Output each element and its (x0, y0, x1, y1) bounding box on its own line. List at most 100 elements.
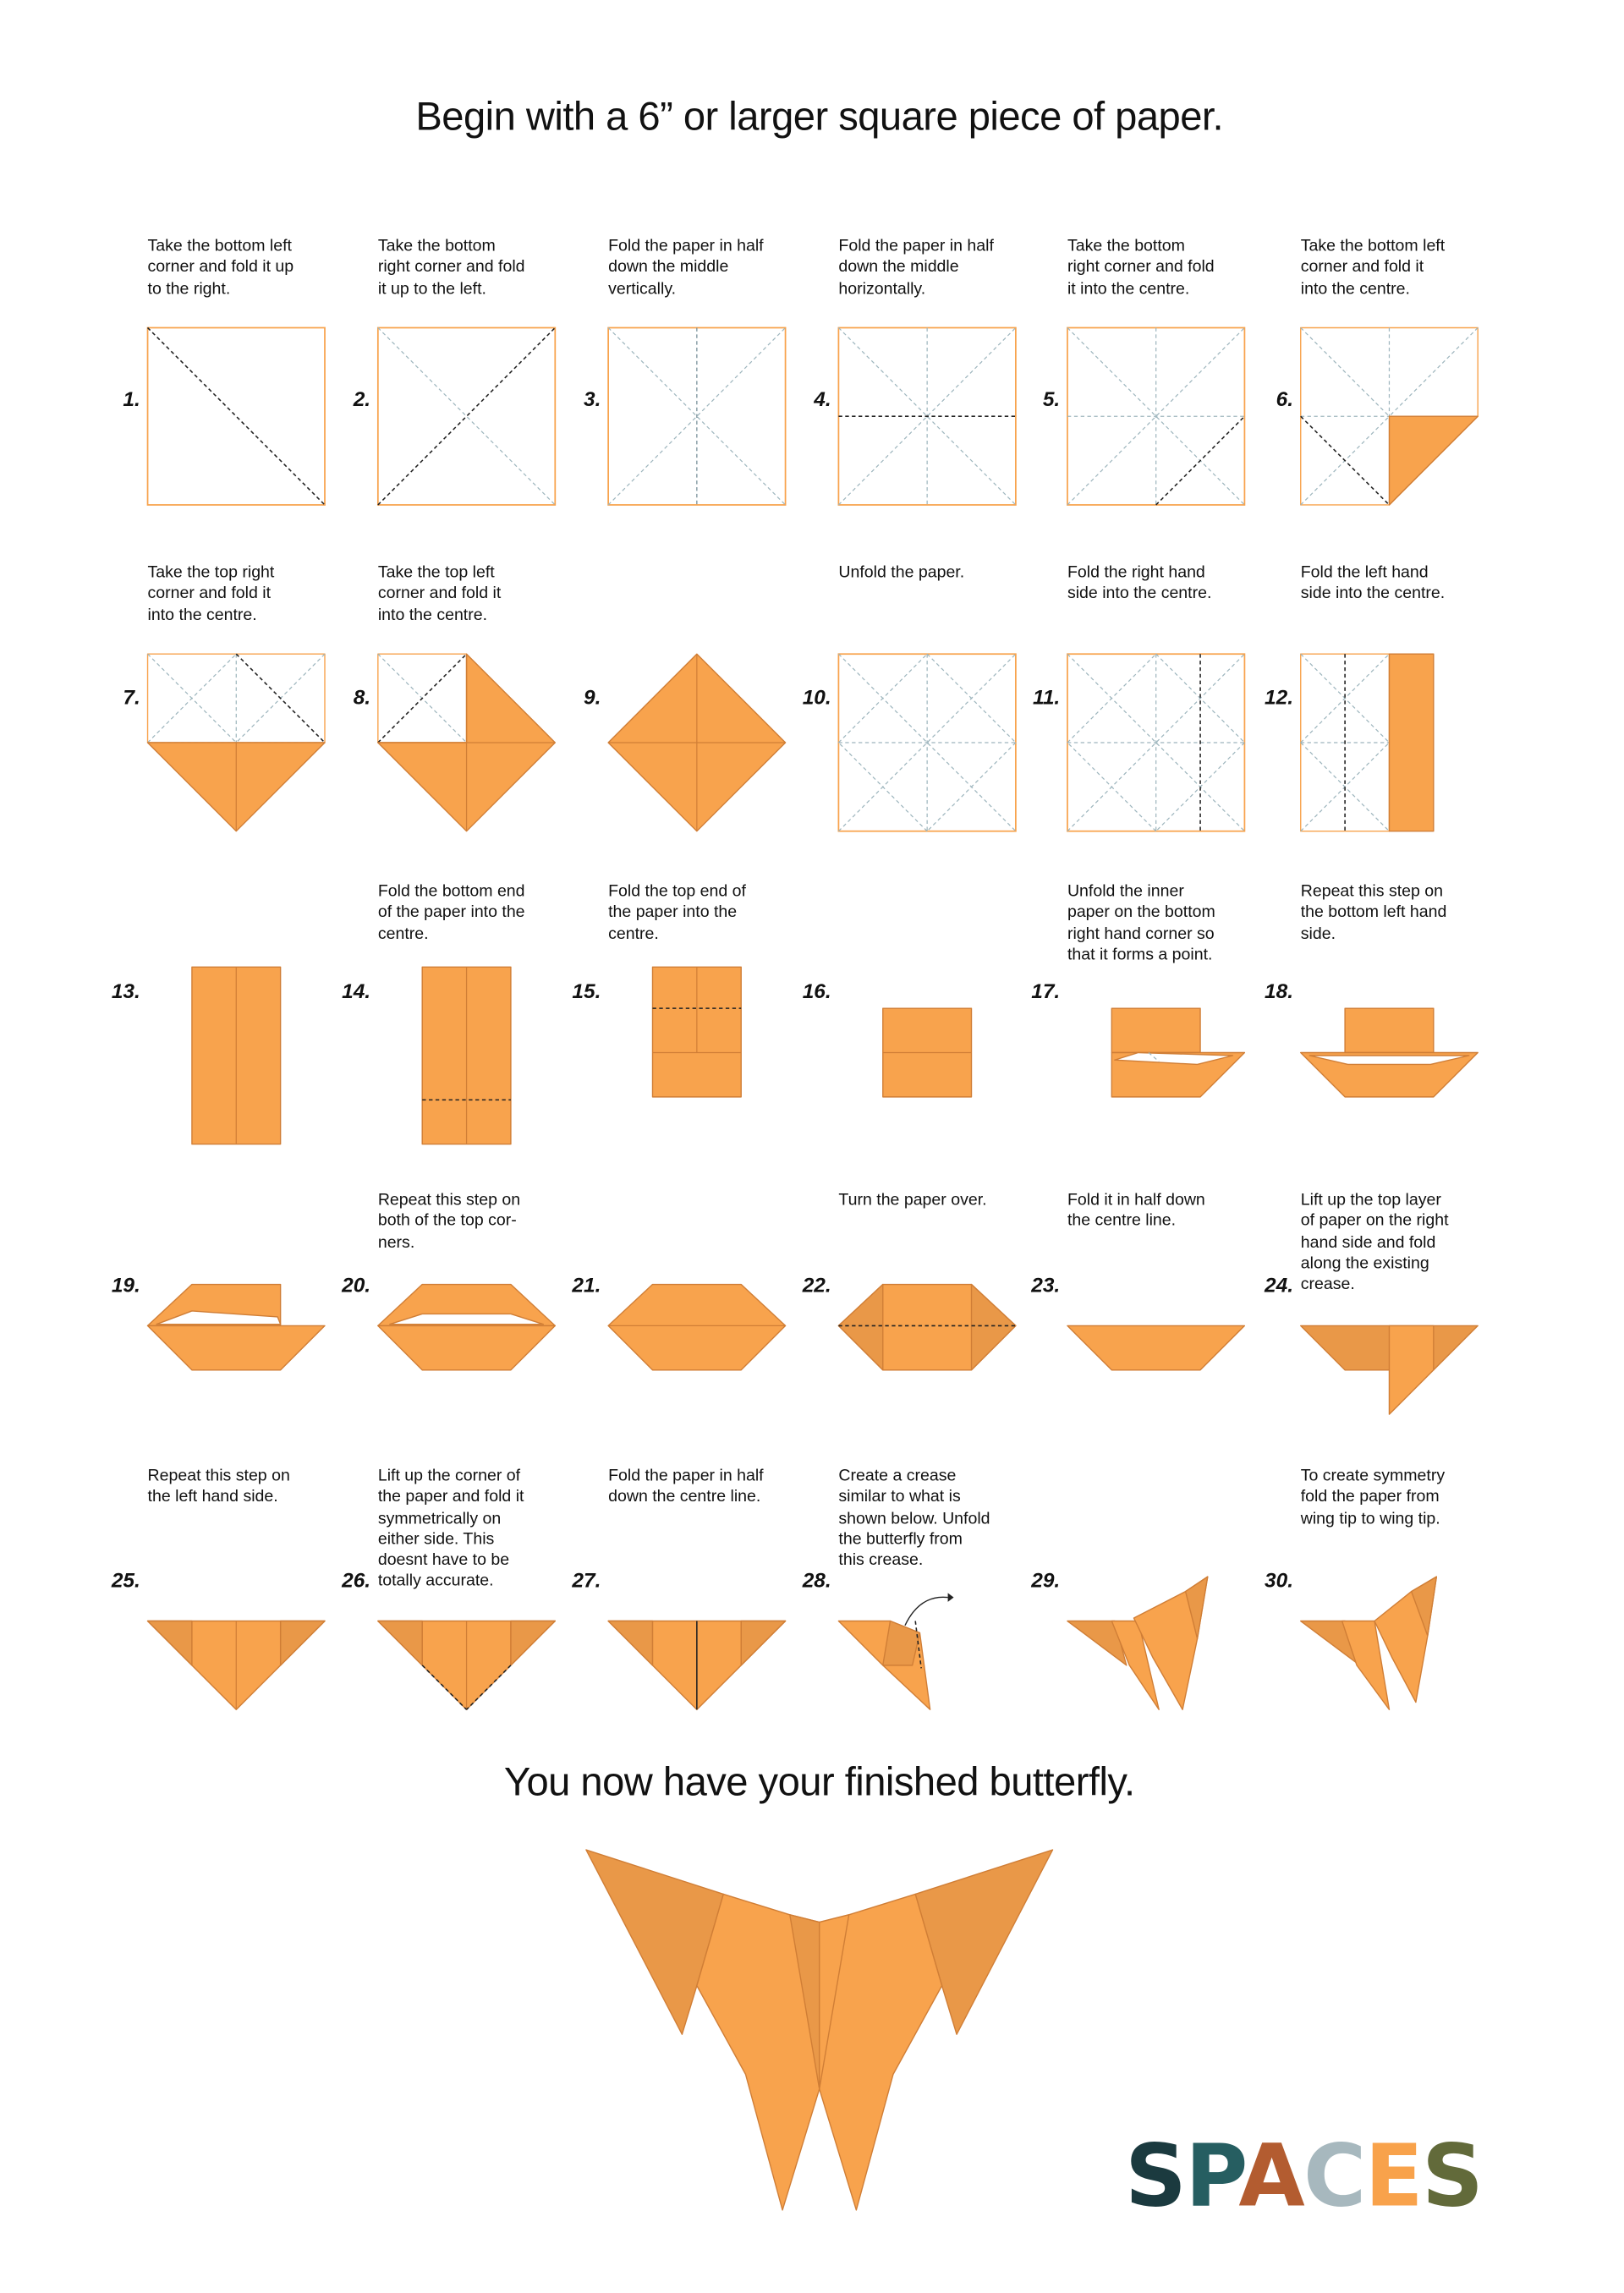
step-number: 27. (572, 1567, 601, 1592)
spaces-logo: SPACES (1125, 2126, 1484, 2227)
step-number: 13. (111, 979, 140, 1003)
step-instruction: Fold the paper in half down the middle h… (838, 238, 994, 298)
crease-line (1300, 653, 1390, 743)
crease-line (926, 742, 1017, 832)
crease-line (926, 653, 1017, 743)
page-title: Begin with a 6” or larger square piece o… (415, 94, 1224, 140)
active-fold-line (146, 326, 326, 506)
active-fold-line (1155, 415, 1245, 506)
step-instruction: Take the top right corner and fold it in… (147, 563, 275, 624)
paper-face (970, 1283, 1017, 1371)
paper-face (1388, 415, 1479, 506)
crease-line (1067, 742, 1157, 832)
paper-face (1111, 1007, 1201, 1054)
step-instruction: Fold it in half down the centre line. (1067, 1191, 1205, 1231)
step-number: 15. (572, 979, 601, 1003)
step-instruction: Repeat this step on both of the top cor-… (377, 1191, 521, 1252)
paper-face (1067, 1325, 1246, 1371)
crease-line (1389, 327, 1479, 417)
step-number: 24. (1265, 1272, 1294, 1297)
step-diagram (1300, 653, 1435, 832)
step-instruction: Repeat this step on the bottom left hand… (1300, 882, 1447, 943)
step-number: 4. (814, 387, 831, 411)
step-instruction: Turn the paper over. (838, 1191, 987, 1210)
crease-line (837, 653, 1017, 832)
step-diagram (607, 326, 787, 506)
crease-line (837, 653, 1017, 832)
step-diagram (1067, 1576, 1209, 1710)
step-number: 11. (1033, 684, 1061, 709)
step-number: 29. (1031, 1567, 1061, 1592)
step-number: 12. (1265, 684, 1294, 709)
step-instruction: To create symmetry fold the paper from w… (1300, 1467, 1446, 1528)
crease-line (1067, 327, 1245, 506)
step-number: 26. (342, 1567, 371, 1592)
crease-line (837, 327, 1017, 506)
step-instruction: Take the bottom right corner and fold it… (1067, 238, 1215, 298)
step-diagram (1067, 326, 1246, 506)
step-diagram (377, 1620, 556, 1710)
crease-line (607, 327, 787, 506)
crease-line (1067, 327, 1245, 506)
step-instruction: Lift up the top layer of paper on the ri… (1300, 1191, 1449, 1294)
paper-face (1344, 1007, 1435, 1054)
active-fold-line (235, 653, 326, 743)
step-instruction: Fold the top end of the paper into the c… (608, 882, 746, 943)
step-number: 21. (572, 1272, 601, 1297)
logo-letter: S (1421, 2126, 1484, 2227)
step-instruction: Fold the paper in half down the middle v… (608, 238, 764, 298)
paper-face (377, 1325, 556, 1371)
arrow-head-icon (947, 1593, 954, 1602)
logo-letter: S (1125, 2126, 1187, 2227)
step-number: 30. (1265, 1567, 1294, 1592)
step-number: 10. (802, 684, 831, 709)
active-fold-line (377, 326, 556, 506)
finished-butterfly-illustration (585, 1849, 1054, 2211)
step-instruction: Take the bottom left corner and fold it … (147, 238, 294, 298)
active-fold-line (1300, 415, 1391, 506)
step-instruction: Fold the left hand side into the centre. (1300, 563, 1446, 603)
logo-letter: E (1364, 2126, 1424, 2227)
crease-line (837, 653, 928, 743)
step-number: 2. (353, 387, 371, 411)
paper-face (607, 1283, 787, 1371)
step-diagram (376, 326, 557, 506)
fold-arrow (904, 1596, 948, 1626)
step-number: 7. (123, 684, 140, 709)
step-diagram (1300, 1576, 1438, 1710)
step-number: 25. (111, 1567, 140, 1592)
paper-face (1184, 1576, 1209, 1640)
logo-letter: C (1303, 2126, 1366, 2227)
paper-face (837, 1283, 884, 1371)
paper-face (1388, 653, 1435, 832)
step-diagram (377, 653, 556, 832)
paper-face (914, 1849, 1054, 2035)
step-diagram (651, 966, 742, 1098)
step-diagram (1300, 1007, 1479, 1098)
crease-line (837, 742, 928, 832)
step-number: 14. (342, 979, 371, 1003)
step-number: 6. (1276, 387, 1294, 411)
paper-face (279, 1620, 326, 1666)
paper-face (819, 1914, 850, 2090)
paper-face (156, 1310, 282, 1325)
paper-face (607, 1620, 654, 1666)
step-number: 9. (583, 684, 601, 709)
paper-face (1341, 1620, 1391, 1710)
step-number: 3. (583, 387, 601, 411)
paper-face (1111, 1620, 1160, 1710)
step-diagram (146, 326, 326, 506)
crease-line (1155, 653, 1245, 743)
step-diagram (377, 1283, 556, 1371)
step-number: 22. (802, 1272, 831, 1297)
paper-face (1111, 1051, 1246, 1098)
step-instruction: Repeat this step on the left hand side. (147, 1467, 290, 1506)
step-diagram (421, 966, 512, 1145)
step-number: 19. (111, 1272, 140, 1297)
paper-face (585, 1849, 724, 2035)
step-diagram (146, 1620, 326, 1710)
paper-face (510, 1620, 556, 1666)
paper-face (377, 1620, 423, 1666)
active-fold-line (377, 653, 468, 743)
